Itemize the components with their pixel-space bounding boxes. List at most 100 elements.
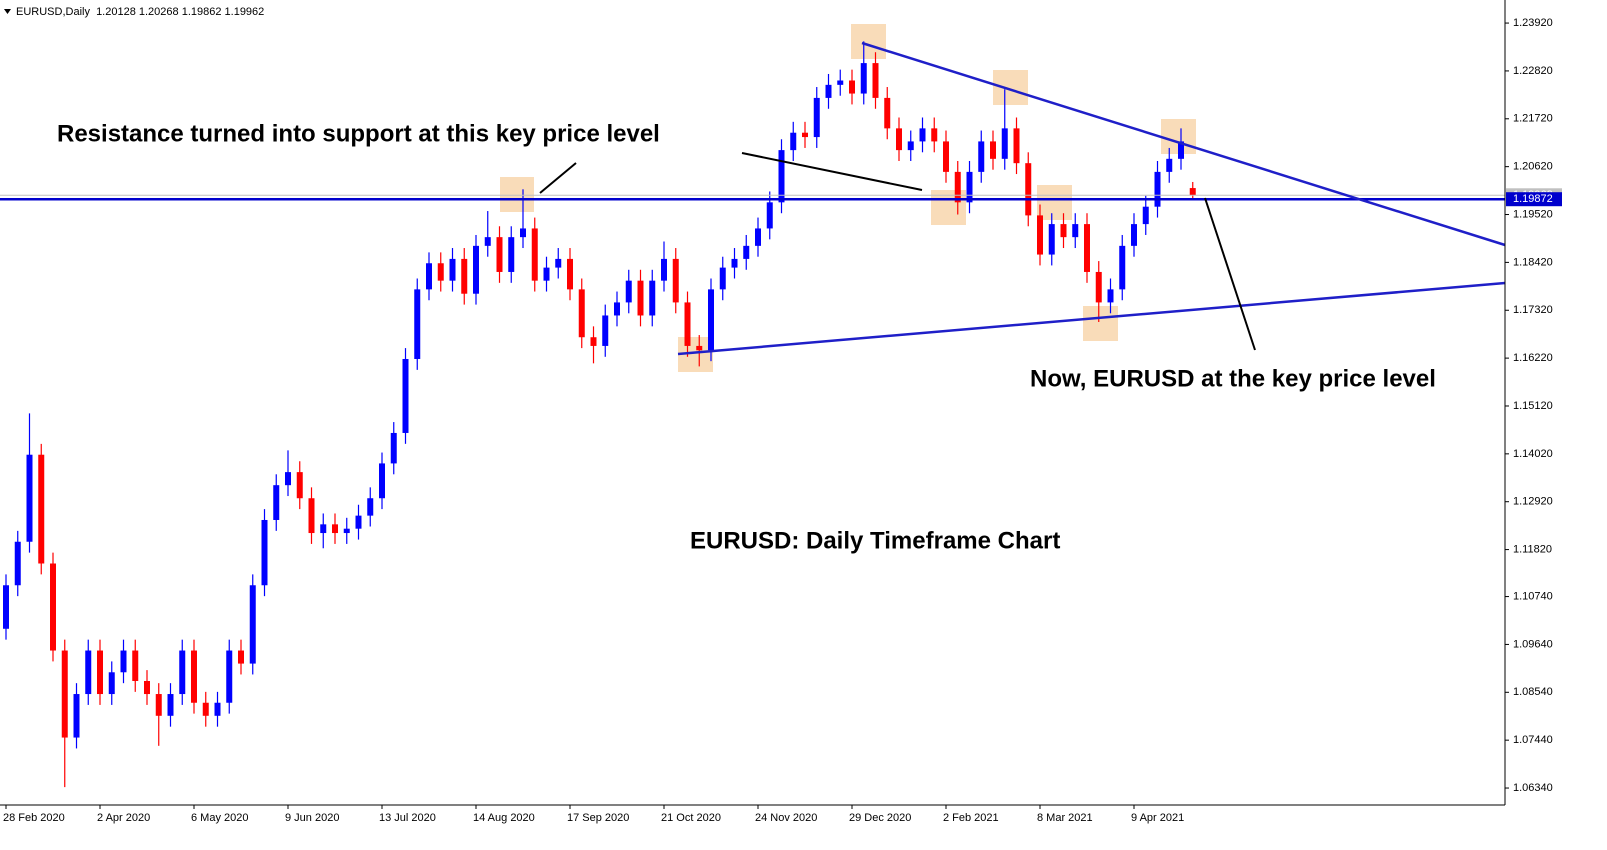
candle-body xyxy=(496,237,503,272)
candle-body xyxy=(332,524,338,534)
candle-body xyxy=(285,472,291,486)
highlight-box xyxy=(993,70,1028,105)
candle-body xyxy=(520,228,526,238)
drawings xyxy=(539,41,1506,356)
y-tick-label: 1.20620 xyxy=(1513,161,1553,173)
candle-body xyxy=(672,258,679,303)
candle-body xyxy=(226,650,233,703)
pointer-line xyxy=(1204,197,1256,351)
menu-arrow xyxy=(4,9,11,14)
candle-body xyxy=(567,258,573,290)
candle-body xyxy=(273,485,280,520)
x-tick-label: 28 Feb 2020 xyxy=(3,812,65,824)
y-tick-label: 1.15120 xyxy=(1513,400,1553,412)
candle-body xyxy=(144,680,150,695)
candle-body xyxy=(14,541,21,586)
candle-body xyxy=(249,585,256,664)
candle-body xyxy=(3,585,9,629)
candle-body xyxy=(214,702,221,716)
candle-body xyxy=(790,132,797,151)
x-tick-label: 2 Feb 2021 xyxy=(943,812,999,824)
candle-body xyxy=(696,345,703,351)
candle-body xyxy=(1095,271,1102,303)
x-tick-label: 9 Jun 2020 xyxy=(285,812,339,824)
candle-body xyxy=(296,472,303,499)
candle-body xyxy=(120,650,127,673)
chart-header: EURUSD,Daily 1.20128 1.20268 1.19862 1.1… xyxy=(16,6,264,18)
highlight-box xyxy=(1083,306,1118,341)
candle-body xyxy=(931,128,938,142)
candle-body xyxy=(85,650,92,695)
annotation: Now, EURUSD at the key price level xyxy=(1030,365,1436,392)
x-tick-label: 13 Jul 2020 xyxy=(379,812,436,824)
candle-body xyxy=(461,258,468,294)
candle-body xyxy=(73,694,80,738)
candle-body xyxy=(1166,158,1173,172)
candle-body xyxy=(1048,224,1055,255)
chart-title: EURUSD: Daily Timeframe Chart xyxy=(690,527,1060,554)
y-tick-label: 1.19520 xyxy=(1513,208,1553,220)
y-tick-label: 1.10740 xyxy=(1513,590,1553,602)
candle-body xyxy=(602,315,609,346)
y-tick-label: 1.12920 xyxy=(1513,496,1553,508)
candle-body xyxy=(155,694,162,716)
x-tick-label: 8 Mar 2021 xyxy=(1037,812,1093,824)
candle-body xyxy=(637,280,644,316)
candle-body xyxy=(179,650,186,695)
candle-body xyxy=(1037,215,1043,255)
candle-body xyxy=(555,258,562,268)
y-tick-label: 1.16220 xyxy=(1513,352,1553,364)
candle-body xyxy=(167,694,174,716)
candle-body xyxy=(731,258,738,268)
candle-body xyxy=(320,524,327,534)
candle-body xyxy=(437,263,444,281)
candle-body xyxy=(766,202,773,229)
candle-body xyxy=(825,84,832,98)
candle-body xyxy=(708,289,714,351)
highlight-box xyxy=(1037,185,1072,220)
candle-body xyxy=(26,454,33,542)
highlight-box xyxy=(500,177,534,212)
x-tick-label: 6 May 2020 xyxy=(191,812,248,824)
candle-body xyxy=(402,358,409,433)
candle-body xyxy=(426,263,432,290)
annotation: Resistance turned into support at this k… xyxy=(57,120,660,147)
candle-body xyxy=(649,280,656,316)
candle-body xyxy=(543,267,550,281)
y-tick-label: 1.08540 xyxy=(1513,686,1553,698)
candle-body xyxy=(978,141,985,172)
candle-body xyxy=(484,237,491,246)
candle-body xyxy=(108,672,115,695)
candle-body xyxy=(614,302,620,316)
x-tick-label: 29 Dec 2020 xyxy=(849,812,911,824)
candle-body xyxy=(1189,188,1196,196)
candle-body xyxy=(1107,289,1114,303)
candles xyxy=(3,41,1196,788)
candle-body xyxy=(1072,224,1079,238)
candle-body xyxy=(954,171,961,203)
candle-body xyxy=(202,702,209,716)
candle-body xyxy=(907,141,914,151)
candle-body xyxy=(390,432,397,464)
candle-body xyxy=(990,141,996,159)
candle-body xyxy=(849,80,855,94)
candle-body xyxy=(919,128,926,142)
candle-body xyxy=(625,280,632,303)
candle-body xyxy=(414,289,421,359)
y-tick-label: 1.09640 xyxy=(1513,638,1553,650)
x-tick-label: 24 Nov 2020 xyxy=(755,812,817,824)
x-tick-label: 2 Apr 2020 xyxy=(97,812,150,824)
pointer-line xyxy=(539,162,577,194)
y-tick-label: 1.21720 xyxy=(1513,113,1553,125)
candle-body xyxy=(191,650,197,703)
price-levels: 1.199621.19872 xyxy=(0,188,1562,207)
trendline xyxy=(677,281,1506,356)
candle-body xyxy=(590,337,597,346)
candle-body xyxy=(132,650,139,681)
price-level-tag xyxy=(1506,192,1562,207)
candle-body xyxy=(1013,128,1020,164)
candle-body xyxy=(238,650,244,664)
y-tick-label: 1.23920 xyxy=(1513,17,1553,29)
